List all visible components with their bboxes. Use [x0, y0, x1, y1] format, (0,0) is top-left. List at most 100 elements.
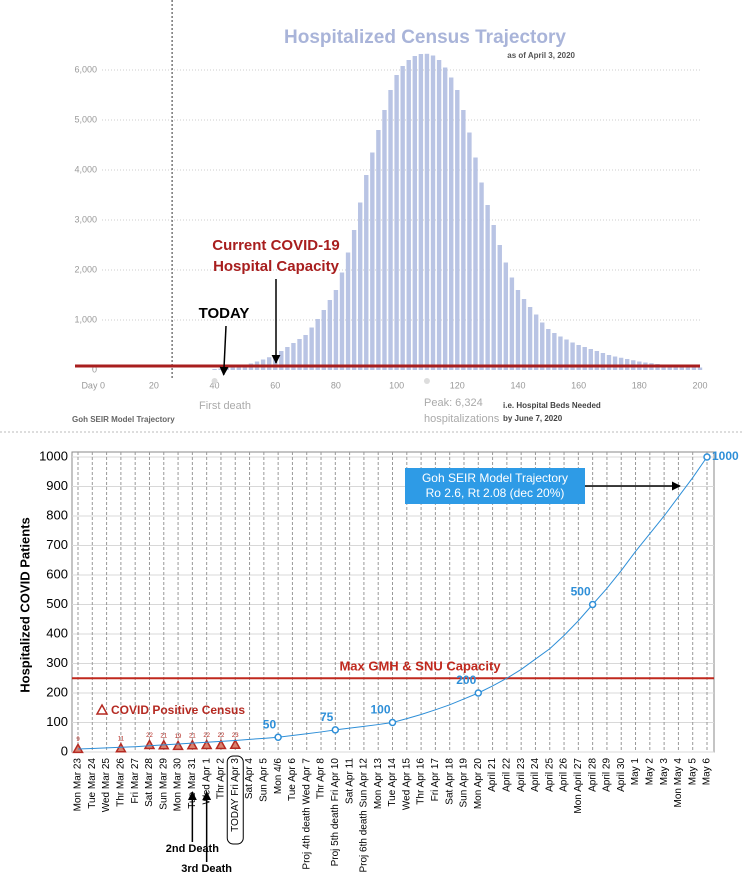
model-marker: [474, 689, 483, 697]
x-tick-label: Mon Mar 30: [173, 758, 184, 812]
bar: [370, 152, 375, 370]
data-label: 500: [571, 585, 591, 599]
triangle-marker: [229, 738, 242, 749]
data-label: 50: [263, 717, 277, 731]
x-tick-label: Fri Mar 27: [130, 758, 141, 804]
bar: [376, 130, 381, 370]
data-label: 21: [189, 733, 196, 739]
x-tick-label: Thr Apr 8: [316, 758, 327, 800]
y-axis-label: Hospitalized COVID Patients: [17, 517, 32, 693]
data-label: 100: [370, 703, 390, 717]
bar: [291, 343, 296, 370]
x-tick-label: Mon May 4: [673, 758, 684, 808]
x-tick-label: Proj 6th death Sun Apr 12: [359, 758, 370, 873]
x-tick-label: 20: [149, 380, 159, 390]
bar: [479, 182, 484, 370]
x-tick-label: TODAY Fri Apr 3: [230, 758, 241, 832]
today-box: [226, 755, 244, 845]
triangle-marker: [72, 742, 84, 754]
x-tick-label: Tue Apr 6: [287, 758, 298, 801]
bar: [364, 175, 369, 370]
bar: [430, 55, 436, 370]
y-tick-label: 6,000: [74, 64, 97, 74]
bar: [491, 225, 496, 370]
bar: [618, 357, 624, 370]
bar: [521, 299, 527, 370]
bar: [558, 336, 563, 370]
bar: [461, 110, 466, 370]
model-box: [405, 468, 585, 504]
bar: [570, 342, 575, 370]
triangle-marker: [215, 738, 227, 750]
x-tick-label: April 30: [616, 758, 627, 792]
capacity-label: Max GMH & SNU Capacity: [339, 659, 501, 674]
model-marker: [388, 718, 397, 727]
bar: [424, 53, 430, 371]
x-tick-label: Proj 5th death Fri Apr 10: [330, 758, 341, 867]
bar: [485, 205, 490, 370]
data-label: 21: [160, 733, 167, 739]
note: i.e. Hospital Beds Needed: [503, 401, 601, 410]
peak-marker: [423, 378, 430, 384]
bar: [285, 347, 290, 370]
x-tick-label: May 1: [630, 758, 641, 786]
bar: [600, 353, 606, 370]
y-tick-label: 400: [46, 625, 68, 640]
bar: [400, 66, 405, 370]
bar: [406, 60, 411, 370]
x-tick-label: Mon Mar 23: [73, 758, 84, 812]
peak-label: Peak: 6,324: [424, 397, 483, 409]
x-tick-label: May 2: [644, 758, 655, 786]
bar: [339, 272, 345, 370]
x-tick-label: April 22: [502, 758, 513, 792]
data-label: 19: [175, 734, 182, 740]
x-tick-label: May 3: [659, 758, 670, 786]
x-tick-label: Thr Mar 26: [116, 758, 127, 807]
bar: [303, 335, 308, 370]
bar: [394, 75, 399, 370]
y-tick-label: 200: [46, 684, 68, 699]
bar: [449, 77, 454, 370]
bar: [697, 367, 703, 370]
data-label: 22: [146, 733, 153, 739]
x-tick-label: 60: [270, 380, 280, 390]
y-tick-label: 100: [46, 714, 68, 729]
x-tick-label: April 28: [587, 758, 598, 792]
bar: [679, 366, 684, 370]
y-tick-label: 500: [46, 596, 68, 611]
x-tick-label: April 24: [530, 758, 541, 792]
bar: [612, 356, 618, 370]
bar: [497, 245, 502, 370]
bar: [333, 290, 339, 370]
x-tick-label: Proj 4th death Wed Apr 7: [301, 758, 312, 870]
death-label: 2nd Death: [166, 843, 219, 855]
y-tick-label: 0: [61, 743, 68, 758]
x-tick-label: May 6: [702, 758, 713, 786]
data-label: 22: [203, 733, 210, 739]
bar: [382, 110, 387, 370]
y-tick-label: 1000: [39, 448, 68, 463]
y-tick-label: 3,000: [74, 214, 97, 224]
bar: [212, 369, 217, 370]
model-marker: [588, 600, 597, 609]
bar: [345, 252, 351, 370]
footer: Goh SEIR Model Trajectory: [72, 415, 175, 424]
bar: [321, 310, 326, 370]
y-tick-label: 600: [46, 566, 68, 581]
triangle-marker: [172, 739, 184, 751]
first-death-label: First death: [199, 400, 251, 412]
bar: [527, 307, 533, 370]
bar: [327, 300, 333, 370]
bar: [412, 56, 418, 370]
bar: [564, 339, 569, 370]
x-tick-label: Sat Apr 18: [444, 758, 455, 805]
model-note: Ro 2.6, Rt 2.08 (dec 20%): [426, 486, 565, 500]
bar: [552, 333, 557, 370]
bar: [315, 319, 320, 370]
today-label: TODAY: [199, 305, 250, 322]
x-tick-label: Sat Apr 11: [344, 758, 355, 804]
model-marker: [331, 726, 340, 734]
x-tick-label: April 26: [559, 758, 570, 792]
x-tick-label: 200: [692, 380, 707, 390]
